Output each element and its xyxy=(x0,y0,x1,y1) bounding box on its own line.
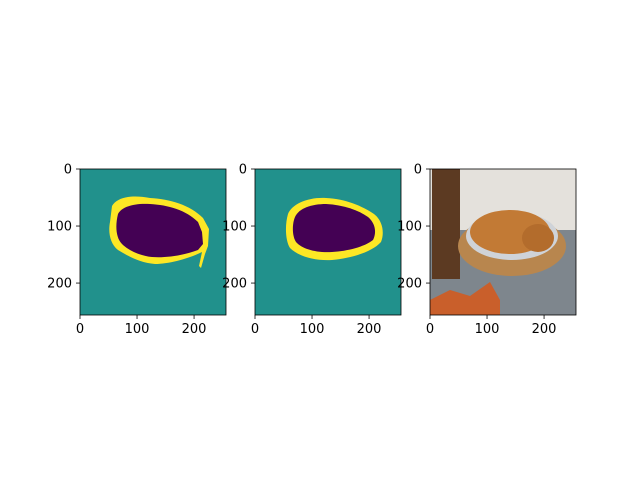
x-tick-label: 100 xyxy=(300,322,325,337)
panel-ground-truth-mask xyxy=(254,168,402,316)
x-tick-label: 0 xyxy=(76,322,84,337)
axes-frame xyxy=(429,168,577,316)
x-tick-label: 0 xyxy=(426,322,434,337)
x-tick-label: 200 xyxy=(182,322,207,337)
axes-frame xyxy=(254,168,402,316)
y-tick-label: 100 xyxy=(397,220,422,235)
panel-photo xyxy=(429,168,577,316)
y-tick-label: 0 xyxy=(64,163,72,178)
photo-blanket xyxy=(430,282,500,315)
panel-predicted-mask xyxy=(79,168,227,316)
y-tick-label: 100 xyxy=(222,220,247,235)
y-tick-label: 200 xyxy=(397,277,422,292)
y-tick-label: 0 xyxy=(414,163,422,178)
x-tick-label: 200 xyxy=(357,322,382,337)
y-tick-label: 0 xyxy=(239,163,247,178)
y-tick-label: 100 xyxy=(47,220,72,235)
y-tick-label: 200 xyxy=(222,277,247,292)
y-tick-label: 200 xyxy=(47,277,72,292)
x-tick-label: 0 xyxy=(251,322,259,337)
x-tick-label: 100 xyxy=(125,322,150,337)
x-tick-label: 100 xyxy=(475,322,500,337)
axes-frame xyxy=(79,168,227,316)
mask-object-region xyxy=(116,203,203,258)
photo-dog-head xyxy=(522,224,554,252)
tick-layer: 0 100 200 0 100 200 0 100 200 0 100 200 0 100 200 0 100 2… xyxy=(47,163,556,338)
x-tick-label: 200 xyxy=(532,322,557,337)
mask-object-region xyxy=(292,204,376,253)
photo-chair-leg xyxy=(432,169,460,279)
